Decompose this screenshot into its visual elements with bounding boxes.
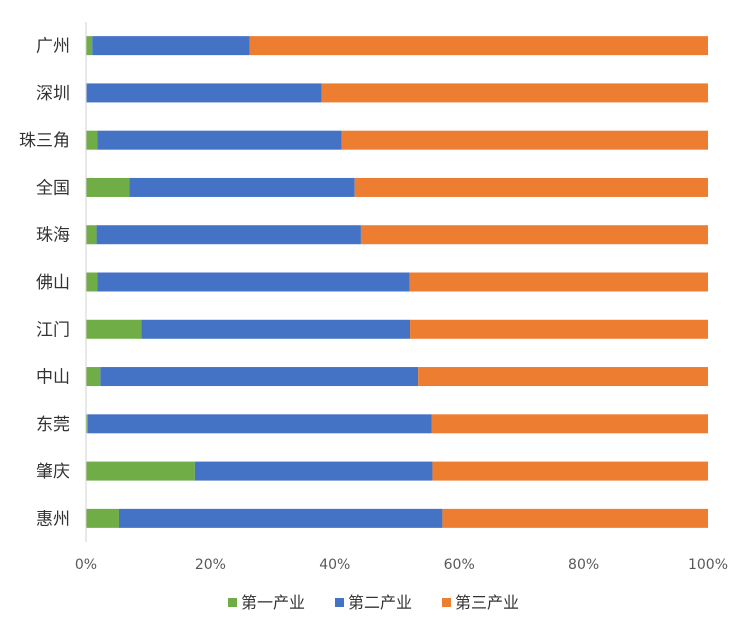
bar-segment-2-8 <box>100 367 419 387</box>
bar-segment-3-7 <box>410 319 708 339</box>
legend-swatch <box>228 598 237 607</box>
category-label: 广州 <box>36 37 70 57</box>
bar-segment-3-11 <box>442 508 708 528</box>
bar-segment-2-5 <box>96 225 361 245</box>
x-tick-label: 20% <box>195 557 226 573</box>
category-label: 东莞 <box>36 415 70 435</box>
bars-group <box>86 36 708 528</box>
category-label: 肇庆 <box>36 462 70 482</box>
x-tick-label: 0% <box>75 557 97 573</box>
category-label: 全国 <box>36 178 70 198</box>
bar-segment-3-9 <box>431 414 708 434</box>
category-label: 江门 <box>36 320 70 340</box>
bar-segment-1-6 <box>86 272 98 292</box>
bar-segment-3-4 <box>354 177 708 197</box>
x-tick-label: 100% <box>688 557 728 573</box>
bar-segment-2-1 <box>92 36 250 56</box>
bar-segment-1-1 <box>86 36 93 56</box>
bar-segment-2-4 <box>129 177 355 197</box>
category-label: 珠三角 <box>19 131 70 151</box>
x-tick-labels: 0% 20% 40% 60% 80% 100% <box>75 557 728 573</box>
legend-label: 第二产业 <box>348 593 412 612</box>
bar-segment-1-9 <box>86 414 88 434</box>
bar-segment-1-4 <box>86 177 130 197</box>
x-tick-label: 80% <box>568 557 599 573</box>
bar-segment-3-3 <box>341 130 708 150</box>
category-label: 深圳 <box>36 84 70 104</box>
bar-segment-2-9 <box>87 414 432 434</box>
x-tick-label: 40% <box>319 557 350 573</box>
bar-segment-1-8 <box>86 367 101 387</box>
bar-segment-2-6 <box>97 272 410 292</box>
legend-label: 第一产业 <box>241 593 305 612</box>
x-tick-label: 60% <box>444 557 475 573</box>
category-label: 佛山 <box>36 273 70 293</box>
bar-segment-3-2 <box>321 83 708 103</box>
bar-segment-3-6 <box>409 272 708 292</box>
legend-swatch <box>442 598 451 607</box>
bar-segment-1-7 <box>86 319 142 339</box>
bar-segment-2-10 <box>194 461 433 481</box>
bar-segment-3-8 <box>418 367 708 387</box>
bar-segment-1-5 <box>86 225 97 245</box>
bar-segment-2-7 <box>141 319 411 339</box>
legend-label: 第三产业 <box>455 593 519 612</box>
legend: 第一产业 第二产业 第三产业 <box>228 593 519 612</box>
bar-segment-1-3 <box>86 130 98 150</box>
bar-segment-2-2 <box>86 83 322 103</box>
category-label: 惠州 <box>36 509 70 529</box>
bar-segment-2-11 <box>118 508 443 528</box>
bar-segment-3-5 <box>360 225 708 245</box>
bar-segment-1-10 <box>86 461 195 481</box>
bar-segment-1-11 <box>86 508 119 528</box>
category-label: 中山 <box>36 368 70 388</box>
category-label: 珠海 <box>36 226 70 246</box>
bar-segment-2-3 <box>97 130 342 150</box>
legend-swatch <box>335 598 344 607</box>
bar-segment-3-1 <box>249 36 708 56</box>
bar-segment-3-10 <box>432 461 708 481</box>
